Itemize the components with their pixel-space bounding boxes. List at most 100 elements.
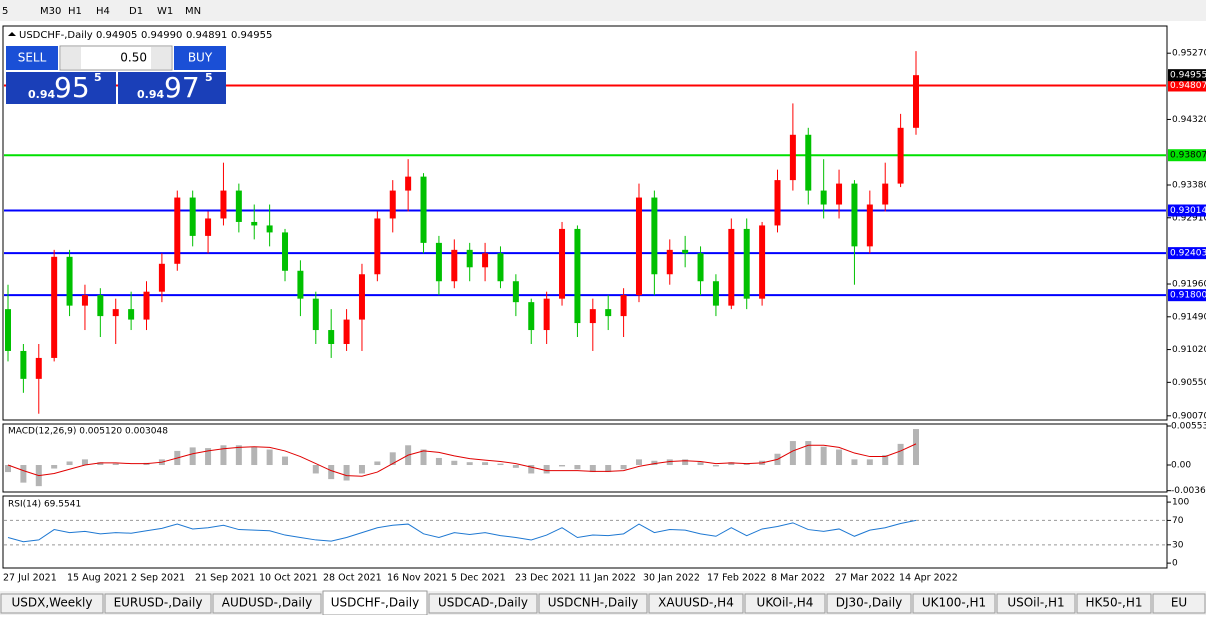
y-tick-label: 0.90070: [1172, 411, 1206, 421]
macd-bar: [635, 459, 642, 466]
level-label: 0.91800: [1170, 291, 1206, 301]
tab[interactable]: [0, 593, 104, 614]
tab[interactable]: [104, 593, 212, 614]
macd-bar: [820, 446, 827, 466]
tab[interactable]: [322, 590, 428, 616]
candle-body: [528, 302, 535, 331]
y-tick-label: 0.91960: [1172, 280, 1206, 290]
tab-label: USDX,Weekly: [12, 596, 93, 610]
timeframe[interactable]: MN: [185, 6, 201, 17]
macd-bar: [574, 465, 581, 470]
candle-body: [712, 281, 719, 306]
candle-body: [651, 197, 658, 275]
buy-prefix: 0.94: [137, 88, 164, 101]
timeframe[interactable]: H4: [96, 6, 110, 17]
candle-body: [482, 253, 489, 268]
macd-bar: [805, 441, 812, 466]
tab[interactable]: [826, 593, 912, 614]
tab-label: USDCAD-,Daily: [438, 596, 528, 610]
macd-bar: [528, 465, 535, 474]
candle-body: [512, 281, 519, 303]
level-label-bg: [1168, 289, 1206, 302]
candle-body: [882, 183, 889, 205]
macd-bar: [189, 447, 196, 466]
macd-bar: [497, 463, 504, 466]
y-tick-label: -0.00364: [1171, 486, 1206, 496]
y-tick-label: 0.94320: [1172, 115, 1206, 125]
tab[interactable]: [1152, 593, 1206, 614]
timeframe[interactable]: D1: [129, 6, 143, 17]
timeframe[interactable]: M30: [40, 6, 61, 17]
sell-prefix: 0.94: [28, 88, 55, 101]
y-tick-label: 0.95270: [1172, 49, 1206, 59]
candle-body: [574, 228, 581, 324]
sell-price-box[interactable]: [6, 72, 116, 104]
y-tick-label: 0.91490: [1172, 312, 1206, 322]
x-tick-label: 2 Sep 2021: [131, 573, 185, 584]
tab-label: USDCHF-,Daily: [331, 596, 419, 610]
tab[interactable]: [212, 593, 322, 614]
y-tick-label: 0: [1172, 559, 1178, 569]
candle-body: [358, 274, 365, 320]
macd-bar: [651, 460, 658, 466]
timeframe[interactable]: 5: [2, 6, 8, 17]
buy-button[interactable]: [174, 46, 226, 70]
candle-body: [435, 242, 442, 282]
y-tick-label: 70: [1172, 516, 1184, 526]
tab[interactable]: [1076, 593, 1152, 614]
volume-up[interactable]: [151, 47, 171, 69]
rsi-title: RSI(14) 69.5541: [8, 500, 81, 510]
candle-body: [266, 225, 273, 233]
level-label: 0.92403: [1170, 249, 1206, 259]
macd-bar: [81, 459, 88, 466]
current-price-label: 0.94955: [1170, 71, 1206, 81]
macd-bar: [559, 465, 566, 467]
sell-big: 95: [54, 71, 90, 104]
macd-bar: [866, 459, 873, 466]
x-tick-label: 5 Dec 2021: [451, 573, 506, 584]
x-tick-label: 27 Jul 2021: [3, 573, 57, 584]
tab[interactable]: [996, 593, 1076, 614]
tab[interactable]: [648, 593, 744, 614]
candle-body: [728, 228, 735, 306]
candle-body: [420, 176, 427, 243]
timeframe[interactable]: W1: [157, 6, 173, 17]
y-tick-label: 30: [1172, 540, 1184, 550]
y-tick-label: 0.92910: [1172, 213, 1206, 223]
candle-body: [20, 350, 27, 379]
tab[interactable]: [912, 593, 996, 614]
header-value: 0.94990: [141, 30, 182, 41]
macd-bar: [620, 465, 627, 470]
tab-label: UK100-,H1: [922, 596, 986, 610]
candle-body: [312, 298, 319, 331]
y-tick-label: 0.00: [1171, 461, 1191, 471]
x-tick-label: 8 Mar 2022: [771, 573, 825, 584]
candle-body: [220, 190, 227, 219]
timeframe[interactable]: H1: [68, 6, 82, 17]
candle-body: [666, 249, 673, 275]
tab[interactable]: [744, 593, 826, 614]
candle-body: [836, 183, 843, 205]
level-label-bg: [1168, 149, 1206, 162]
volume-down[interactable]: [61, 47, 81, 69]
macd-bar: [266, 449, 273, 466]
x-tick-label: 23 Dec 2021: [515, 573, 576, 584]
tab[interactable]: [538, 593, 648, 614]
level-label-bg: [1168, 204, 1206, 217]
sell-button[interactable]: [6, 46, 58, 70]
macd-bar: [882, 455, 889, 466]
candle-body: [251, 221, 258, 226]
macd-bar: [435, 457, 442, 466]
tab[interactable]: [428, 593, 538, 614]
candle-body: [66, 256, 73, 306]
candle-body: [543, 298, 550, 331]
candle-body: [51, 256, 58, 358]
macd-bar: [512, 465, 519, 468]
buy-price-box[interactable]: [118, 72, 226, 104]
candle-body: [559, 228, 566, 299]
candle-body: [174, 197, 181, 264]
macd-pane: [2, 423, 1168, 493]
candle-body: [497, 253, 504, 282]
macd-bar: [66, 461, 73, 466]
tab-label: DJ30-,Daily: [836, 596, 903, 610]
